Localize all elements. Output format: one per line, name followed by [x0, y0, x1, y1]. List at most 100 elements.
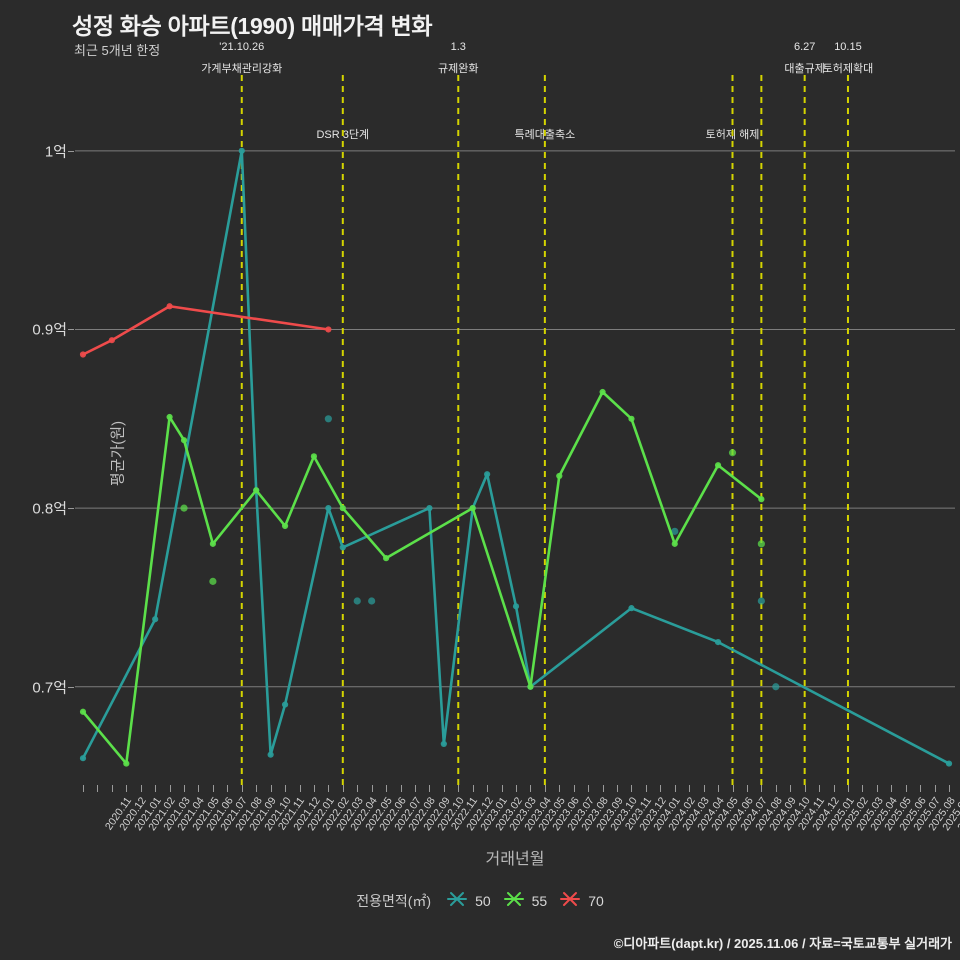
data-point	[469, 505, 476, 512]
x-axis-tick-mark	[501, 785, 503, 792]
legend-label: 70	[588, 892, 604, 909]
x-axis-title: 거래년월	[485, 851, 545, 868]
x-axis-tick-mark	[111, 785, 113, 792]
x-axis-tick-mark	[198, 785, 200, 792]
series-line-50	[81, 149, 951, 765]
x-axis-tick-mark	[328, 785, 330, 792]
annotation-label: 대출규제	[784, 63, 825, 75]
data-point	[108, 337, 115, 344]
data-point	[123, 760, 130, 767]
data-point	[671, 540, 678, 547]
data-point	[512, 603, 520, 610]
data-point	[79, 351, 87, 358]
data-point	[79, 708, 87, 715]
legend-label: 55	[531, 892, 548, 909]
annotation-label: 가계부채관리강화	[201, 63, 283, 75]
data-point	[714, 462, 722, 469]
data-point	[281, 701, 289, 708]
series-line-70	[81, 304, 330, 356]
x-axis-tick-mark	[703, 785, 705, 792]
x-axis-tick-mark	[97, 785, 99, 792]
footer-credit: ©디아파트(dapt.kr) / 2025.11.06 / 자료=국토교통부 실…	[613, 936, 952, 951]
x-axis-tick-mark	[790, 785, 792, 792]
x-axis-tick-mark	[371, 785, 373, 792]
legend-title: 전용면적(㎡)	[356, 892, 432, 909]
x-axis-tick-mark	[891, 785, 893, 792]
x-axis-tick-mark	[862, 785, 864, 792]
x-axis-tick-mark	[313, 785, 315, 792]
x-axis-tick-mark	[559, 785, 561, 792]
x-axis-tick-mark	[126, 785, 128, 792]
x-axis-tick-mark	[544, 785, 546, 792]
y-axis-tick-mark	[68, 329, 74, 331]
x-axis-tick-mark	[573, 785, 575, 792]
data-point	[325, 505, 332, 512]
x-axis-tick-mark	[458, 785, 460, 792]
annotation-date: '21.10.26	[219, 41, 265, 53]
data-point-outlier	[180, 504, 188, 512]
data-point	[440, 740, 447, 748]
legend-item-55[interactable]: 55	[503, 890, 548, 911]
data-point	[152, 616, 159, 623]
data-point	[180, 437, 188, 444]
x-axis-tick-mark	[934, 785, 936, 792]
x-axis-tick-mark	[530, 785, 532, 792]
data-point	[484, 471, 491, 478]
data-point-outlier	[671, 527, 679, 535]
data-point	[79, 755, 87, 762]
x-axis-tick-mark	[905, 785, 907, 792]
data-point	[253, 487, 260, 494]
data-point-outlier	[757, 597, 765, 605]
chart-subtitle: 최근 5개년 한정	[74, 43, 161, 58]
x-axis-tick-mark	[83, 785, 84, 792]
x-axis-tick-mark	[617, 785, 619, 792]
annotation-label: 규제완화	[438, 63, 479, 75]
data-point	[628, 415, 635, 422]
legend-item-50[interactable]: 50	[446, 890, 491, 911]
data-point	[238, 147, 245, 154]
data-point	[325, 326, 332, 333]
x-axis-tick-mark	[588, 785, 590, 792]
y-axis-tick-label: 0.9억	[32, 321, 67, 339]
data-point	[945, 760, 953, 767]
x-axis-tick-mark	[804, 785, 806, 792]
asterisk-marker-icon	[446, 890, 468, 911]
legend-label: 50	[475, 892, 491, 909]
y-axis-tick-label: 0.8억	[32, 500, 67, 518]
y-axis-tick-mark	[68, 150, 74, 152]
legend: 전용면적(㎡) 50 55 70	[0, 890, 960, 911]
annotation-date: 10.15	[834, 41, 862, 53]
series-layer	[75, 75, 955, 785]
x-axis-tick-mark	[876, 785, 878, 792]
x-axis-tick-mark	[285, 785, 287, 792]
x-axis-tick-mark	[732, 785, 734, 792]
x-axis-tick-mark	[472, 785, 474, 792]
x-axis-tick-mark	[602, 785, 604, 792]
x-axis-tick-mark	[140, 785, 142, 792]
asterisk-marker-icon	[559, 890, 581, 911]
data-point	[267, 751, 274, 758]
x-axis-tick-mark	[256, 785, 258, 792]
data-point	[758, 496, 765, 503]
x-axis-tick-mark	[761, 785, 763, 792]
legend-item-70[interactable]: 70	[559, 890, 604, 911]
data-point	[339, 505, 346, 512]
x-axis-tick-mark	[386, 785, 388, 792]
x-axis-tick-mark	[833, 785, 835, 792]
x-axis-tick-mark	[516, 785, 517, 792]
x-axis-tick-mark	[819, 785, 821, 792]
y-axis-tick-label: 1억	[44, 143, 67, 161]
x-axis-tick-mark	[689, 785, 691, 792]
x-axis-tick-mark	[443, 785, 445, 792]
data-point	[527, 683, 534, 690]
x-axis-tick-mark	[949, 785, 950, 792]
x-axis-tick-mark	[169, 785, 171, 792]
data-point	[599, 388, 606, 396]
data-point-outlier	[353, 597, 361, 605]
annotation-label: 토허제확대	[822, 63, 874, 75]
plot-area: 평균가(원) 0.7억 0.8억 0.9억 1억 '21.10.26 가계부채관리강화 D…	[32, 41, 960, 868]
x-axis-tick-mark	[400, 785, 402, 792]
y-axis-tick-mark	[68, 686, 74, 688]
asterisk-marker-icon	[503, 890, 525, 911]
data-point	[628, 605, 635, 612]
